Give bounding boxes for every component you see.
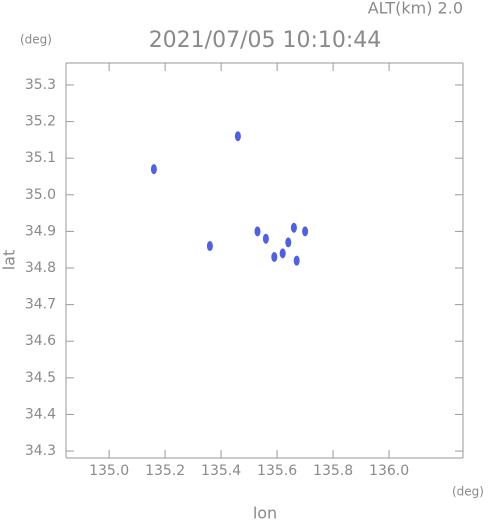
echo-cell — [302, 226, 309, 237]
echo-cell — [234, 131, 241, 142]
chart-title: 2021/07/05 10:10:44 — [149, 28, 382, 53]
echo-cell — [254, 226, 261, 237]
y-tick-label: 34.9 — [25, 223, 56, 239]
y-tick-label: 34.6 — [25, 333, 56, 349]
echo-cell — [293, 255, 300, 266]
x-tick-label: 135.2 — [145, 463, 185, 479]
altitude-label: ALT(km) 2.0 — [368, 0, 463, 18]
x-tick-label: 135.8 — [313, 463, 353, 479]
y-tick-label: 35.1 — [25, 150, 56, 166]
y-tick-label: 34.3 — [25, 443, 56, 459]
y-tick-label: 34.8 — [25, 260, 56, 276]
echo-cell — [279, 248, 286, 259]
echo-cell — [271, 252, 278, 263]
x-tick-label: 135.0 — [89, 463, 129, 479]
y-tick-label: 35.2 — [25, 114, 56, 130]
y-axis-label: lat — [0, 250, 19, 271]
y-tick-label: 34.5 — [25, 370, 56, 386]
y-unit: (deg) — [20, 33, 52, 47]
x-tick-label: 135.6 — [257, 463, 297, 479]
y-tick-label: 34.4 — [25, 406, 56, 422]
x-tick-label: 136.0 — [369, 463, 409, 479]
echo-cell — [206, 241, 213, 252]
echo-cell — [285, 237, 292, 248]
echo-cell — [290, 222, 297, 233]
x-tick-label: 135.4 — [201, 463, 241, 479]
y-tick-label: 35.3 — [25, 77, 56, 93]
x-axis-label: lon — [253, 504, 277, 521]
x-unit: (deg) — [452, 485, 484, 499]
echo-cell — [150, 164, 157, 175]
y-tick-label: 34.7 — [25, 297, 56, 313]
echo-cell — [262, 233, 269, 244]
y-tick-label: 35.0 — [25, 187, 56, 203]
